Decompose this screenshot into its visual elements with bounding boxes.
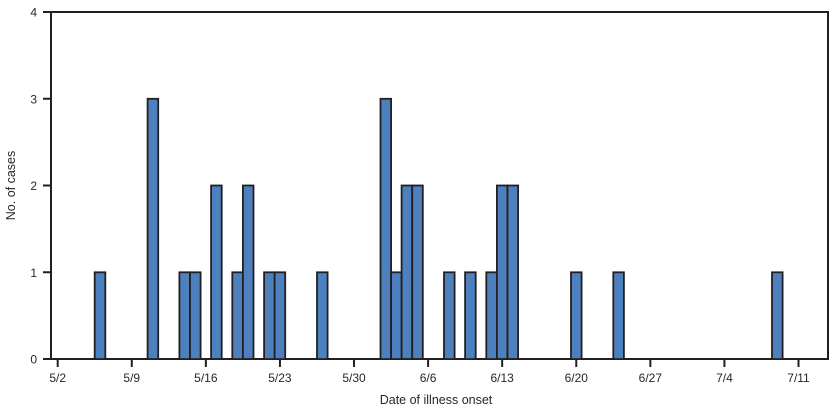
case-bar — [189, 271, 202, 360]
case-bar — [231, 271, 244, 360]
x-axis: 5/2 5/9 5/16 5/23 5/30 6/6 6/13 6/20 6/27 7/4 7/11 — [49, 359, 810, 385]
plot-border — [50, 11, 829, 360]
case-bar — [210, 184, 223, 360]
case-bar — [506, 184, 520, 360]
case-bar — [771, 271, 784, 360]
y-tick-label: 4 — [30, 6, 37, 20]
y-tick-label: 0 — [30, 353, 37, 367]
y-tick-label: 3 — [30, 92, 37, 106]
case-bar — [443, 271, 456, 360]
case-bar — [464, 271, 477, 360]
x-tick-label: 5/30 — [342, 371, 366, 385]
x-axis-title: Date of illness onset — [380, 393, 493, 407]
case-bar — [400, 184, 414, 360]
bars-group — [93, 97, 784, 360]
x-tick-label: 5/9 — [123, 371, 140, 385]
case-bar — [570, 271, 583, 360]
case-bar — [411, 184, 424, 360]
x-tick-label: 5/23 — [268, 371, 292, 385]
y-tick-label: 2 — [30, 179, 37, 193]
plot-frame — [50, 11, 829, 360]
y-tick-label: 1 — [30, 266, 37, 280]
case-bar — [316, 271, 329, 360]
case-bar — [263, 271, 276, 360]
x-tick-label: 6/13 — [491, 371, 515, 385]
x-tick-label: 5/2 — [49, 371, 66, 385]
case-bar — [495, 184, 509, 360]
case-bar — [241, 184, 255, 360]
case-bar — [485, 271, 498, 360]
case-bar — [273, 271, 287, 360]
x-tick-label: 6/6 — [420, 371, 437, 385]
case-bar — [146, 97, 160, 360]
case-bar — [178, 271, 191, 360]
case-bar — [379, 97, 393, 360]
case-bar — [390, 271, 403, 360]
y-axis: 0 1 2 3 4 — [30, 6, 51, 367]
x-tick-label: 6/20 — [565, 371, 589, 385]
y-axis-title: No. of cases — [4, 151, 18, 220]
x-tick-label: 5/16 — [194, 371, 218, 385]
x-tick-label: 7/4 — [716, 371, 733, 385]
x-tick-label: 6/27 — [639, 371, 663, 385]
x-tick-label: 7/11 — [787, 371, 810, 385]
case-bar — [93, 271, 107, 360]
case-bar — [612, 271, 625, 360]
